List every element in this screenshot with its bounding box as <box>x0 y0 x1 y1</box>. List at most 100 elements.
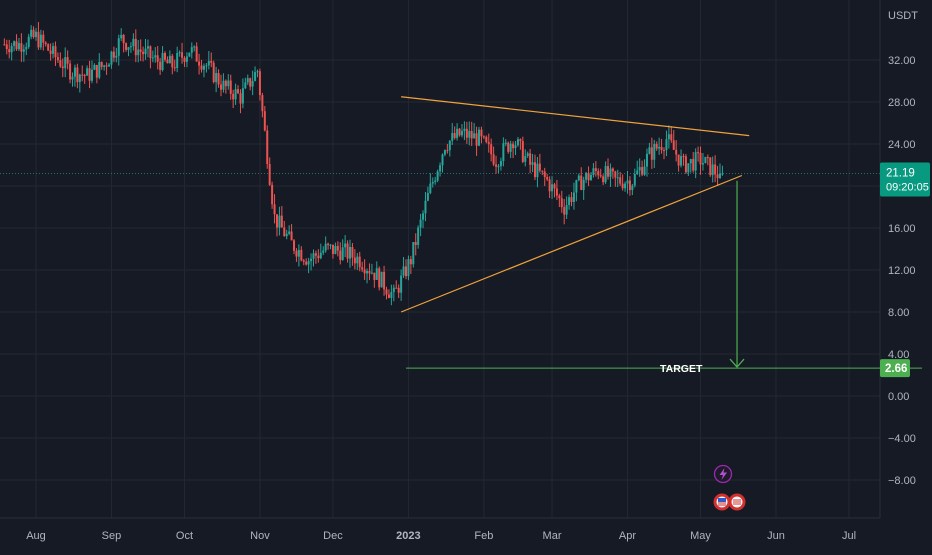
lightning-event-icon[interactable] <box>713 464 733 484</box>
candle <box>297 244 300 267</box>
candle <box>295 248 298 262</box>
candle <box>709 157 712 177</box>
candle <box>599 168 602 178</box>
candle <box>202 63 205 78</box>
candle <box>538 153 541 173</box>
candle <box>361 261 364 272</box>
price-badge-countdown: 09:20:05 <box>886 182 929 194</box>
candle <box>120 28 123 42</box>
candle <box>207 50 210 70</box>
us-flag-event-icon[interactable] <box>728 493 746 511</box>
candle <box>526 151 529 158</box>
candle <box>327 242 330 250</box>
target-arrow[interactable] <box>729 180 745 369</box>
candle <box>237 85 240 95</box>
candle <box>543 167 546 187</box>
candle <box>234 83 237 105</box>
candle <box>397 284 400 299</box>
candle <box>468 121 471 146</box>
x-tick-label: Mar <box>543 530 562 542</box>
candle <box>110 50 113 69</box>
candle <box>641 160 644 177</box>
upper-trendline[interactable] <box>401 96 750 137</box>
candle <box>514 140 517 156</box>
candle <box>54 41 57 66</box>
candle <box>482 135 485 140</box>
candle <box>61 58 64 78</box>
candle <box>205 62 208 73</box>
candle <box>672 130 675 150</box>
candle <box>694 148 697 179</box>
candle <box>448 139 451 157</box>
price-badge-value: 21.19 <box>886 168 915 180</box>
candle <box>631 183 634 196</box>
candle <box>47 43 50 52</box>
candle <box>64 47 67 78</box>
candle <box>516 136 519 147</box>
grid <box>0 0 880 518</box>
candle <box>585 171 588 184</box>
candle <box>132 33 135 51</box>
candle <box>283 220 286 237</box>
candle <box>380 271 383 288</box>
candle <box>122 34 125 53</box>
candle <box>692 152 695 173</box>
candle <box>219 74 222 97</box>
candle <box>161 46 164 72</box>
target-label: TARGET <box>660 363 703 375</box>
candle <box>565 196 568 220</box>
candle <box>351 243 354 266</box>
y-tick-label: 28.00 <box>888 97 916 109</box>
candle <box>714 155 717 183</box>
candle <box>589 172 592 181</box>
candle <box>322 246 325 256</box>
candle <box>604 161 607 185</box>
candle <box>251 70 254 96</box>
time-axis[interactable]: Aug Sep Oct Nov Dec 2023 Feb Mar Apr May Jun Jul <box>26 530 856 542</box>
candle <box>183 56 186 67</box>
candle <box>137 40 140 63</box>
candle <box>52 42 55 59</box>
candle <box>383 265 386 296</box>
candle <box>409 255 412 274</box>
lower-trendline[interactable] <box>400 174 743 313</box>
candle <box>312 249 315 267</box>
candle <box>215 66 218 93</box>
candle <box>633 168 636 188</box>
candle <box>159 57 162 75</box>
drawings[interactable] <box>400 96 923 369</box>
candle <box>368 263 371 281</box>
candle <box>592 163 595 178</box>
price-axis[interactable]: 32.0028.0024.0020.0016.0012.008.004.000.… <box>888 55 916 487</box>
candle <box>139 39 142 62</box>
candle <box>577 173 580 182</box>
candle <box>638 158 641 177</box>
y-tick-label: 12.00 <box>888 265 916 277</box>
candle <box>39 29 42 50</box>
candle <box>470 121 473 147</box>
candle <box>597 168 600 180</box>
candle <box>689 158 692 173</box>
candle <box>95 64 98 84</box>
candle <box>353 249 356 270</box>
x-tick-label: Apr <box>619 530 636 542</box>
candle <box>402 257 405 279</box>
candle <box>701 153 704 171</box>
candle <box>614 170 617 187</box>
candle <box>93 63 96 71</box>
candle <box>200 59 203 73</box>
us-flag-event-icon[interactable] <box>713 493 731 511</box>
candle <box>344 235 347 258</box>
candle <box>13 40 16 52</box>
candle <box>655 141 658 151</box>
candle <box>670 126 673 143</box>
candle <box>446 143 449 154</box>
candle <box>711 156 714 183</box>
candle <box>290 224 293 241</box>
candle <box>263 106 266 132</box>
candle <box>512 141 515 159</box>
candle <box>285 229 288 240</box>
candle <box>697 146 700 162</box>
